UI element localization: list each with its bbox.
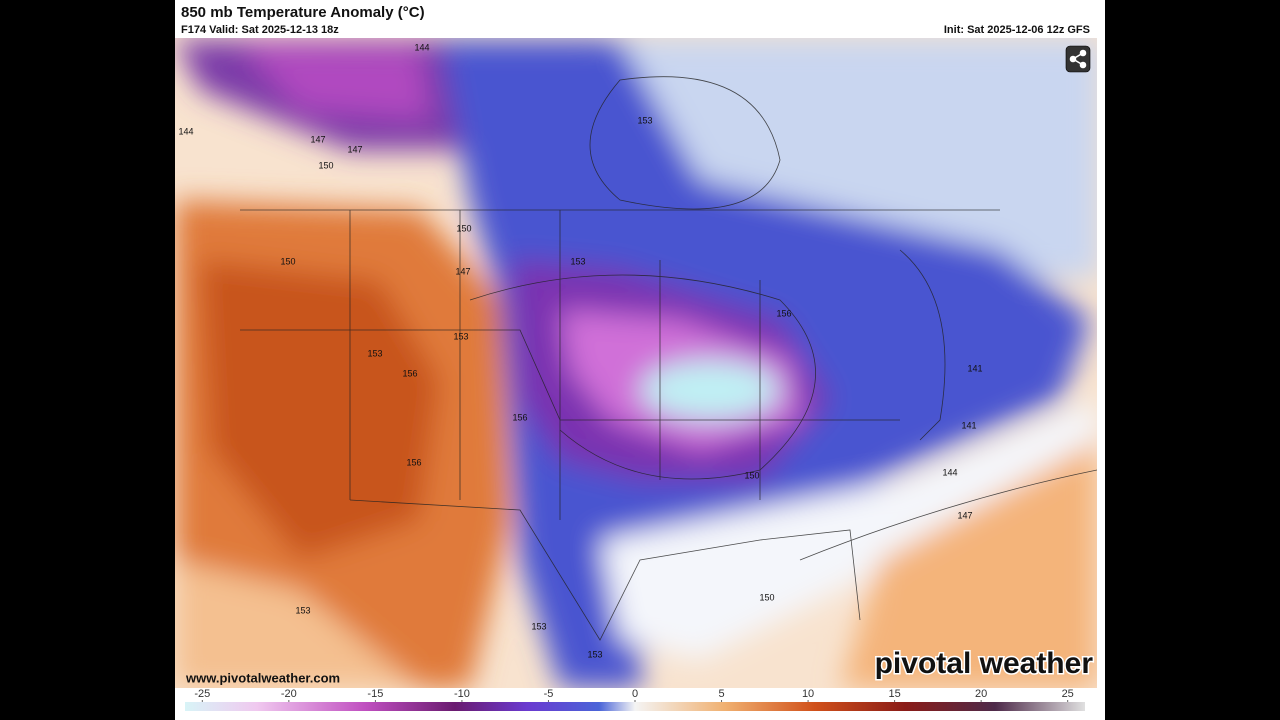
colorbar-tick-label: -20 [281, 688, 297, 700]
share-button[interactable] [1065, 45, 1091, 73]
contour-label: 144 [178, 126, 193, 136]
contour-label: 153 [637, 115, 652, 125]
valid-time: F174 Valid: Sat 2025-12-13 18z [181, 24, 339, 36]
colorbar-tick-label: 15 [888, 688, 900, 700]
colorbar [185, 702, 1085, 711]
map: 144 147 150 144 147 150 147 150 153 153 153 156 156 1… [175, 38, 1097, 688]
contour-label: 153 [531, 621, 546, 631]
contour-label: 156 [512, 412, 527, 422]
contour-label: 147 [310, 134, 325, 144]
contour-label: 156 [776, 308, 791, 318]
contour-label: 150 [280, 256, 295, 266]
title: 850 mb Temperature Anomaly (°C) [181, 4, 425, 21]
contour-label: 153 [367, 348, 382, 358]
colorbar-tick-label: 0 [632, 688, 638, 700]
colorbar-tick-label: -15 [367, 688, 383, 700]
contour-label: 150 [318, 160, 333, 170]
contour-label: 156 [402, 368, 417, 378]
website: www.pivotalweather.com [185, 670, 340, 685]
contour-label: 141 [961, 420, 976, 430]
init-time: Init: Sat 2025-12-06 12z GFS [944, 24, 1090, 36]
contour-label: 147 [347, 144, 362, 154]
colorbar-tick-label: -25 [194, 688, 210, 700]
contour-label: 153 [453, 331, 468, 341]
colorbar-tick-label: 5 [718, 688, 724, 700]
colorbar-tick-label: -5 [544, 688, 554, 700]
contour-label: 150 [759, 592, 774, 602]
logo: pivotal weather [875, 647, 1094, 680]
colorbar-tick-label: 25 [1062, 688, 1074, 700]
contour-label: 144 [942, 467, 957, 477]
contour-label: 150 [456, 223, 471, 233]
contour-label: 147 [455, 266, 470, 276]
colorbar-tick-label: 20 [975, 688, 987, 700]
contour-label: 153 [295, 605, 310, 615]
contour-label: 153 [587, 649, 602, 659]
contour-label: 156 [406, 457, 421, 467]
contour-label: 144 [414, 42, 429, 52]
contour-label: 150 [744, 470, 759, 480]
contour-label: 141 [967, 363, 982, 373]
colorbar-tick-label: 10 [802, 688, 814, 700]
contour-label: 153 [570, 256, 585, 266]
colorbar-tick-label: -10 [454, 688, 470, 700]
contour-label: 147 [957, 510, 972, 520]
